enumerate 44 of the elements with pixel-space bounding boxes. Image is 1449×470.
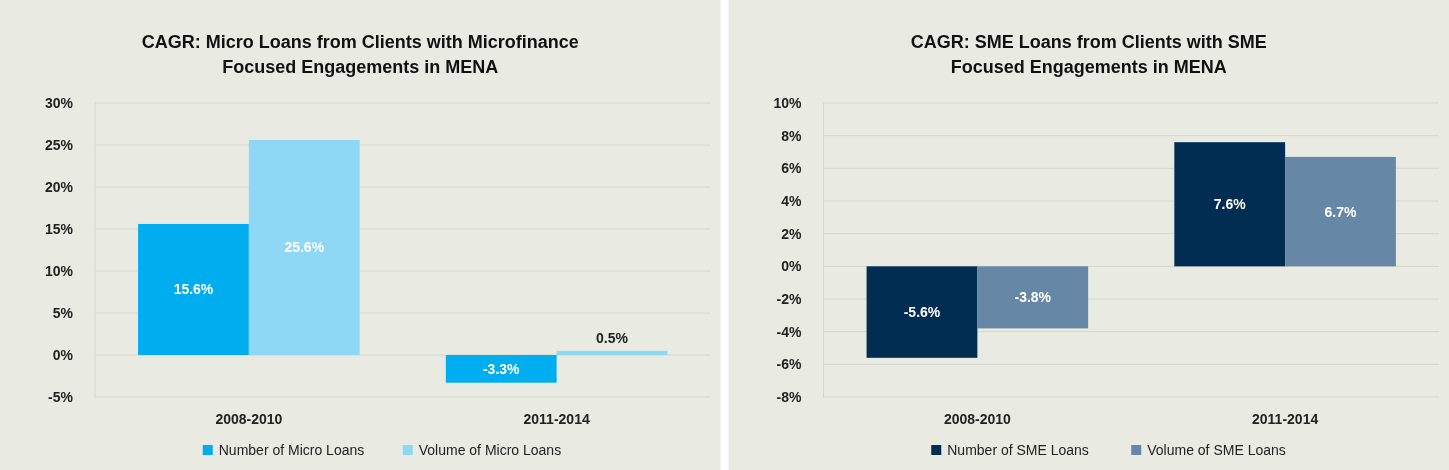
data-label: 7.6% <box>1213 196 1247 213</box>
data-label: 0.5% <box>596 329 629 346</box>
y-tick-label: 10% <box>773 94 803 111</box>
y-tick-label: -2% <box>776 290 803 307</box>
bar <box>445 355 557 383</box>
bar <box>248 139 360 355</box>
legend-label: Volume of Micro Loans <box>418 441 562 458</box>
legend-label: Number of Micro Loans <box>218 441 365 458</box>
bar <box>138 223 249 355</box>
y-tick-label: 10% <box>44 262 74 279</box>
bar <box>977 266 1089 329</box>
data-label: 15.6% <box>173 281 214 298</box>
y-tick-label: 6% <box>781 160 803 177</box>
y-tick-label: 2% <box>781 225 803 242</box>
y-tick-label: 0% <box>781 258 803 275</box>
data-label: -3.8% <box>1014 289 1052 306</box>
y-tick-label: 0% <box>52 346 74 363</box>
y-tick-label: -4% <box>776 323 803 340</box>
data-label: 6.7% <box>1324 203 1358 220</box>
y-tick-label: -8% <box>776 388 803 405</box>
bar <box>556 350 668 355</box>
chart-title: CAGR: SME Loans from Clients with SME Focused Engagements in MENA <box>910 32 1267 77</box>
y-tick-label: 4% <box>781 192 803 209</box>
x-tick-label: 2008-2010 <box>215 411 283 427</box>
chart-title: CAGR: Micro Loans from Clients with Microfinance Focused Engagements in MENA <box>141 32 579 77</box>
data-label: -3.3% <box>482 360 521 377</box>
x-tick-label: 2008-2010 <box>943 411 1012 427</box>
y-tick-label: -6% <box>776 356 803 373</box>
y-tick-label: 15% <box>44 220 74 237</box>
legend-label: Volume of SME Loans <box>1147 441 1286 458</box>
bar <box>866 266 978 358</box>
y-tick-label: 30% <box>44 94 74 111</box>
y-tick-label: 25% <box>44 136 74 153</box>
legend-label: Number of SME Loans <box>947 441 1089 458</box>
bar <box>1285 156 1396 267</box>
bar <box>1174 142 1286 267</box>
data-label: -5.6% <box>903 303 941 320</box>
x-tick-label: 2011-2014 <box>1252 411 1319 427</box>
y-tick-label: 20% <box>44 178 74 195</box>
y-tick-label: 8% <box>781 127 803 144</box>
x-tick-label: 2011-2014 <box>523 411 590 427</box>
data-label: 25.6% <box>284 239 325 256</box>
y-tick-label: -5% <box>48 388 74 405</box>
y-tick-label: 5% <box>52 304 74 321</box>
